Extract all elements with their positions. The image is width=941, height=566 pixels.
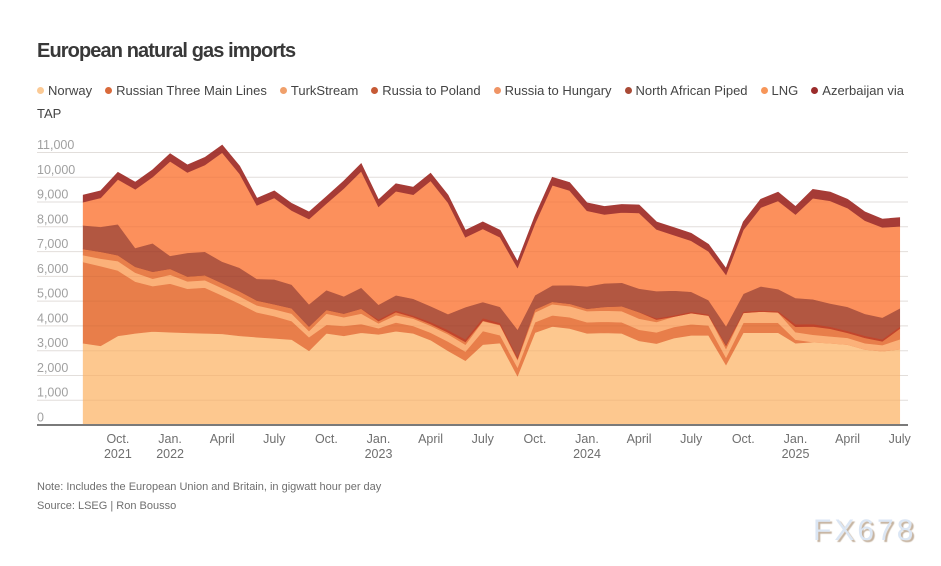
svg-text:10,000: 10,000: [37, 163, 75, 177]
svg-text:2,000: 2,000: [37, 361, 68, 375]
svg-text:9,000: 9,000: [37, 188, 68, 202]
svg-text:Jan.: Jan.: [158, 432, 182, 446]
svg-text:Jan.: Jan.: [575, 432, 599, 446]
svg-text:2025: 2025: [782, 447, 810, 461]
svg-text:3,000: 3,000: [37, 336, 68, 350]
svg-text:8,000: 8,000: [37, 212, 68, 226]
svg-text:April: April: [210, 432, 235, 446]
svg-text:July: July: [263, 432, 286, 446]
svg-text:5,000: 5,000: [37, 287, 68, 301]
svg-text:July: July: [680, 432, 703, 446]
svg-text:11,000: 11,000: [37, 138, 74, 152]
svg-text:April: April: [418, 432, 443, 446]
svg-text:6,000: 6,000: [37, 262, 68, 276]
svg-text:July: July: [472, 432, 495, 446]
svg-text:1,000: 1,000: [37, 386, 68, 400]
svg-text:Oct.: Oct.: [732, 432, 755, 446]
svg-text:July: July: [889, 432, 912, 446]
svg-text:0: 0: [37, 411, 44, 425]
svg-text:Oct.: Oct.: [315, 432, 338, 446]
svg-text:2022: 2022: [156, 447, 184, 461]
svg-text:7,000: 7,000: [37, 237, 68, 251]
svg-text:2021: 2021: [104, 447, 132, 461]
svg-text:2023: 2023: [365, 447, 393, 461]
svg-text:Jan.: Jan.: [784, 432, 808, 446]
svg-text:4,000: 4,000: [37, 311, 68, 325]
svg-text:Oct.: Oct.: [523, 432, 546, 446]
svg-text:2024: 2024: [573, 447, 601, 461]
svg-text:April: April: [627, 432, 652, 446]
svg-text:Oct.: Oct.: [106, 432, 129, 446]
svg-text:Jan.: Jan.: [367, 432, 391, 446]
svg-text:April: April: [835, 432, 860, 446]
